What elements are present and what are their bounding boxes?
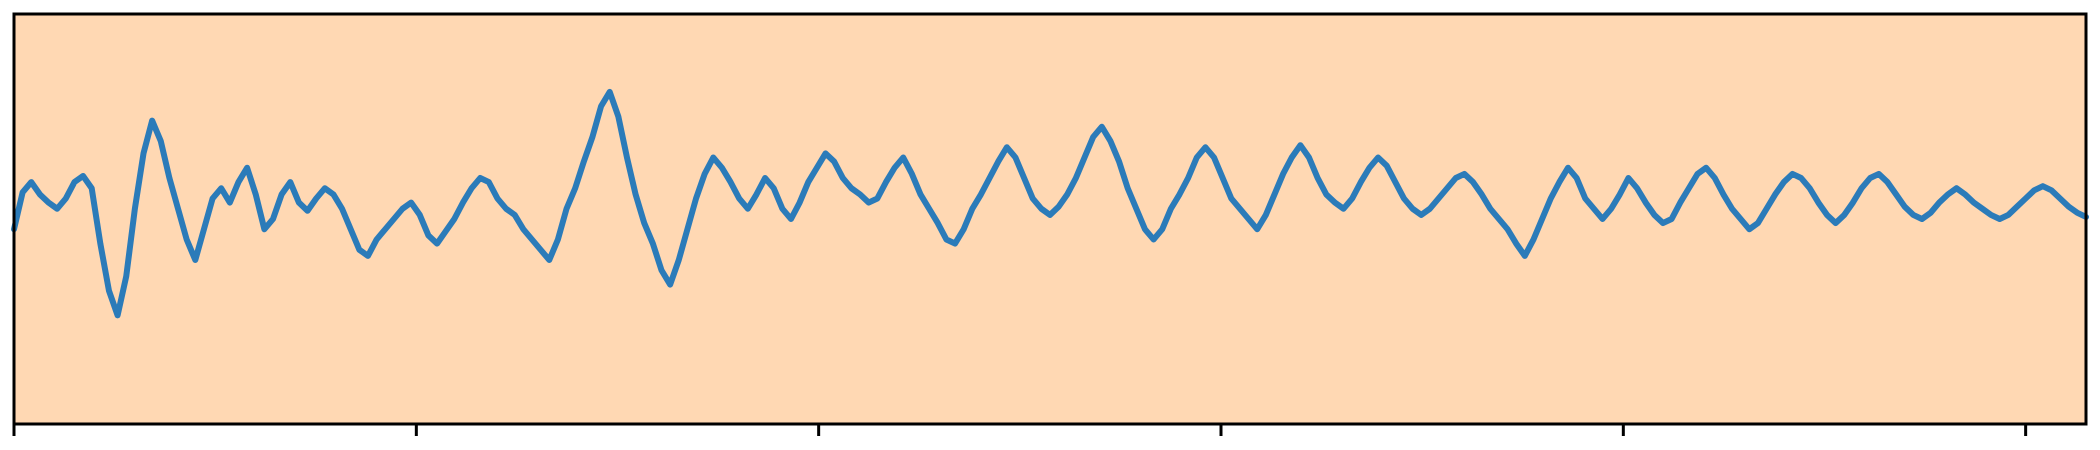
series-layer (11, 88, 2089, 319)
plot-background (14, 14, 2086, 424)
x-axis-ticks (12, 424, 2028, 436)
series-line-0 (11, 88, 2089, 319)
plot-frame (12, 12, 2088, 426)
